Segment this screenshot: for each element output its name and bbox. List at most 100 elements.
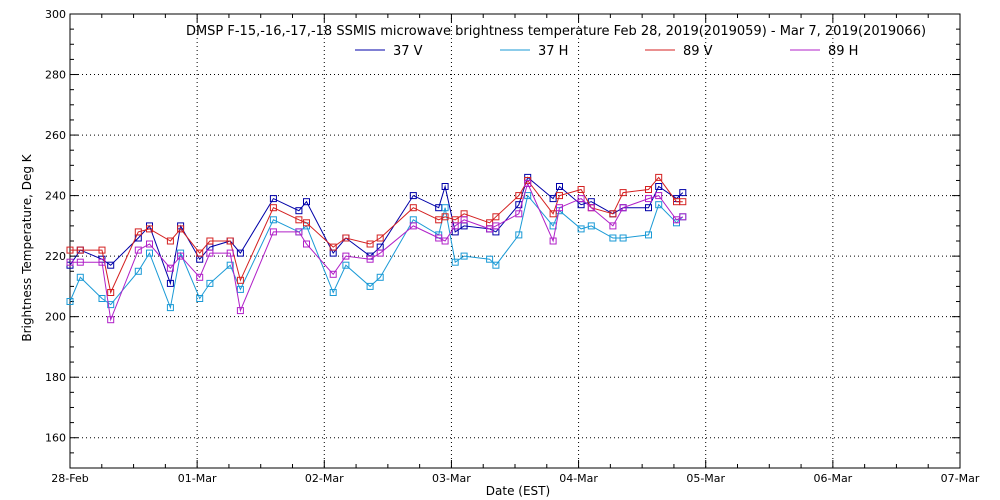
data-point: [226, 249, 234, 257]
legend: 37 V 37 H 89 V 89 H: [355, 44, 858, 59]
data-point: [206, 249, 214, 257]
data-point: [269, 216, 277, 224]
data-point: [166, 237, 174, 245]
data-point: [206, 237, 214, 245]
data-point: [577, 186, 585, 193]
data-point: [645, 186, 652, 193]
data-point: [303, 198, 310, 206]
data-point: [609, 234, 617, 242]
data-point: [177, 252, 185, 260]
data-point: [492, 261, 500, 269]
data-point: [236, 276, 244, 284]
gridlines: [70, 14, 960, 468]
axis-ticks: 28-Feb 01-Mar 02-Mar 03-Mar 04-Mar 05-Mar 06-M…: [45, 8, 980, 485]
data-point: [146, 225, 153, 233]
data-point: [98, 258, 106, 266]
data-point: [645, 195, 652, 203]
data-point: [66, 246, 74, 254]
data-point: [236, 249, 244, 257]
data-point: [329, 243, 337, 251]
data-point: [342, 261, 350, 269]
data-point: [679, 198, 687, 206]
data-point: [269, 195, 277, 203]
data-point: [107, 261, 115, 269]
y-tick-label: 160: [45, 432, 66, 445]
x-tick-label: 03-Mar: [432, 472, 471, 485]
x-tick-label: 04-Mar: [559, 472, 598, 485]
data-point: [492, 213, 500, 221]
data-point: [441, 204, 449, 212]
data-point: [451, 222, 459, 230]
x-tick-label: 06-Mar: [813, 472, 852, 485]
data-point: [679, 189, 687, 197]
data-point: [98, 246, 106, 254]
data-point: [269, 204, 277, 212]
data-point: [679, 213, 687, 221]
data-point: [515, 210, 523, 218]
data-point: [107, 301, 115, 309]
x-tick-label: 07-Mar: [941, 472, 980, 485]
data-point: [342, 252, 350, 260]
data-point: [236, 307, 244, 315]
data-point: [556, 183, 563, 190]
data-point: [460, 216, 468, 224]
data-point: [376, 249, 384, 257]
legend-label: 37 V: [393, 44, 423, 59]
data-point: [609, 210, 617, 218]
data-point: [98, 295, 106, 302]
data-point: [166, 264, 174, 272]
series-line: [69, 194, 684, 310]
series-89-h: [66, 180, 687, 324]
x-tick-label: 02-Mar: [305, 472, 344, 485]
data-point: [107, 316, 115, 324]
data-point: [134, 228, 142, 236]
data-point: [146, 240, 153, 248]
data-point: [515, 192, 523, 200]
data-point: [226, 261, 234, 269]
legend-item: 37 V: [355, 44, 423, 59]
data-point: [76, 273, 84, 281]
data-point: [619, 204, 627, 212]
data-point: [409, 192, 417, 200]
legend-label: 89 H: [828, 44, 858, 59]
data-point: [66, 298, 74, 305]
data-point: [655, 192, 663, 200]
data-point: [107, 289, 115, 296]
data-point: [441, 213, 449, 221]
y-tick-label: 200: [45, 311, 66, 324]
data-point: [196, 249, 204, 257]
y-tick-label: 260: [45, 129, 66, 142]
series-line: [69, 176, 684, 286]
data-point: [515, 231, 523, 239]
data-point: [366, 240, 374, 248]
data-point: [76, 258, 84, 266]
data-point: [226, 237, 234, 245]
x-tick-label: 05-Mar: [686, 472, 725, 485]
data-point: [366, 282, 374, 290]
x-axis-title: Date (EST): [486, 484, 550, 498]
data-point: [549, 237, 557, 245]
series-line: [70, 182, 684, 322]
data-point: [134, 267, 142, 275]
chart-title: DMSP F-15,-16,-17,-18 SSMIS microwave br…: [186, 24, 926, 39]
data-point: [76, 246, 84, 254]
data-point: [166, 304, 174, 312]
data-point: [295, 207, 303, 215]
data-point: [451, 258, 459, 266]
data-point: [655, 173, 663, 181]
data-point: [587, 204, 595, 212]
y-tick-label: 220: [45, 250, 66, 263]
data-point: [329, 270, 337, 278]
data-point: [66, 258, 74, 266]
data-point: [577, 195, 585, 203]
data-point: [295, 228, 303, 236]
legend-item: 89 H: [790, 44, 858, 59]
data-point: [196, 273, 204, 281]
data-point: [587, 222, 595, 230]
data-point: [655, 183, 663, 190]
data-point: [236, 285, 244, 293]
data-point: [409, 222, 417, 230]
data-point: [619, 189, 627, 197]
data-point: [645, 204, 652, 212]
